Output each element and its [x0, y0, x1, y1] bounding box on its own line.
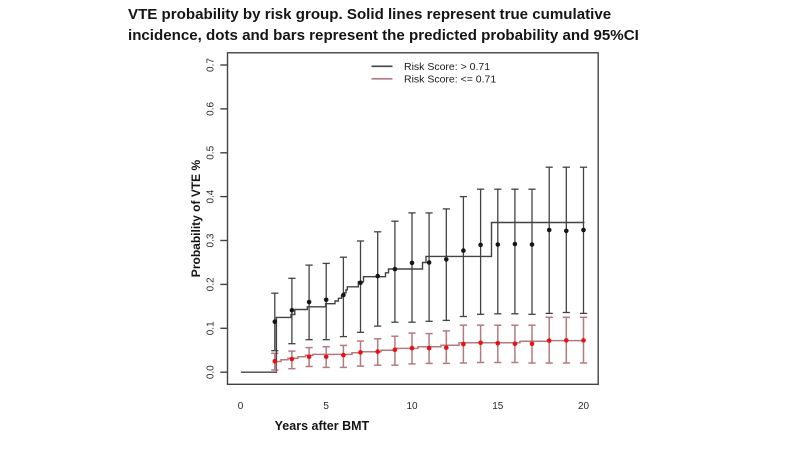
svg-text:Probability of VTE %: Probability of VTE % — [189, 160, 203, 278]
svg-text:15: 15 — [492, 401, 504, 412]
svg-text:0: 0 — [238, 401, 244, 412]
svg-text:0.3: 0.3 — [205, 233, 216, 247]
svg-text:0.7: 0.7 — [205, 58, 216, 72]
svg-text:5: 5 — [323, 401, 329, 412]
svg-text:0.0: 0.0 — [205, 365, 216, 379]
svg-text:0.2: 0.2 — [205, 277, 216, 291]
svg-text:0.5: 0.5 — [205, 145, 216, 159]
svg-text:0.6: 0.6 — [205, 102, 216, 116]
svg-text:VTE probability by risk group.: VTE probability by risk group. Solid lin… — [128, 6, 611, 23]
svg-text:Risk Score: > 0.71: Risk Score: > 0.71 — [404, 61, 490, 73]
svg-text:0.4: 0.4 — [205, 189, 216, 203]
svg-text:Years after BMT: Years after BMT — [275, 419, 370, 433]
svg-text:incidence, dots and bars repre: incidence, dots and bars represent the p… — [128, 27, 639, 44]
svg-text:20: 20 — [578, 401, 590, 412]
svg-text:10: 10 — [406, 401, 418, 412]
svg-text:0.1: 0.1 — [205, 321, 216, 335]
svg-text:Risk Score: <= 0.71: Risk Score: <= 0.71 — [404, 74, 496, 86]
